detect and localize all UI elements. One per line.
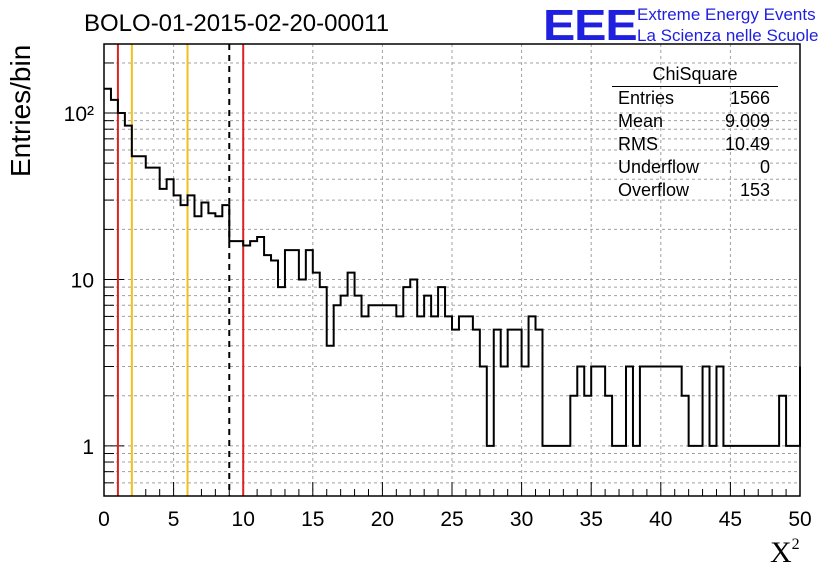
logo-caption: Extreme Energy Events La Scienza nelle S…	[637, 4, 818, 46]
plot-frame	[103, 43, 801, 497]
threshold-lines	[116, 44, 245, 496]
eee-logo: EEE	[543, 1, 638, 50]
stats-row: Mean 9.009	[612, 110, 778, 133]
x-tick-label: 45	[719, 508, 742, 531]
y-tick-label: 1	[82, 436, 94, 459]
stats-row: Underflow 0	[612, 156, 778, 179]
y-tick-label: 10²	[64, 103, 94, 126]
x-tick-labels: 0 5 10 15 20 25 30 35 40 45 50	[98, 508, 812, 531]
stats-value: 153	[739, 180, 770, 200]
x-tick-label: 15	[301, 508, 324, 531]
y-tick-labels: 1 10 10²	[64, 103, 94, 459]
stats-value: 1566	[729, 88, 770, 108]
x-tick-label: 25	[440, 508, 463, 531]
stats-label: Underflow	[618, 157, 700, 177]
y-axis-label: Entries/bin	[5, 44, 36, 177]
stats-label: Mean	[618, 111, 664, 131]
y-tick-label: 10	[71, 269, 94, 292]
x-axis-label-sup: 2	[791, 536, 800, 553]
stats-row: Overflow 153	[612, 179, 778, 202]
stats-row: RMS 10.49	[612, 133, 778, 156]
stats-box: ChiSquare Entries 1566 Mean 9.009 RMS 10.49…	[612, 63, 778, 202]
stats-label: Entries	[618, 88, 675, 108]
chart-title: BOLO-01-2015-02-20-00011	[84, 10, 390, 37]
x-tick-label: 0	[98, 508, 110, 531]
histogram-line	[104, 87, 801, 447]
stats-value: 9.009	[724, 111, 770, 131]
stats-row: Entries 1566	[612, 87, 778, 110]
stats-value: 10.49	[724, 134, 770, 154]
x-tick-label: 35	[580, 508, 603, 531]
x-tick-label: 30	[510, 508, 533, 531]
x-tick-label: 5	[168, 508, 180, 531]
stats-label: Overflow	[618, 180, 690, 200]
stats-label: RMS	[618, 134, 658, 154]
x-axis-label: X2	[770, 536, 800, 570]
stats-title: ChiSquare	[612, 63, 778, 87]
x-axis-label-base: X	[770, 536, 792, 569]
grid-lines	[104, 44, 800, 497]
stats-value: 0	[759, 157, 770, 177]
logo-line-2: La Scienza nelle Scuole	[637, 26, 819, 45]
x-tick-label: 40	[649, 508, 672, 531]
x-tick-label: 50	[788, 508, 811, 531]
x-tick-label: 20	[371, 508, 394, 531]
x-tick-label: 10	[232, 508, 255, 531]
logo-line-1: Extreme Energy Events	[637, 5, 816, 24]
